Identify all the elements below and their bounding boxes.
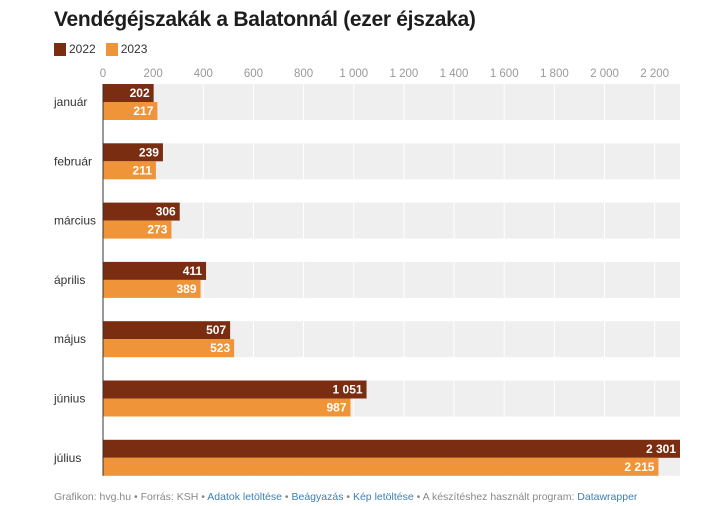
legend-label: 2023 (120, 42, 148, 56)
x-tick-label: 600 (244, 68, 263, 80)
legend-item-2022: 2022 (54, 42, 96, 56)
legend-label: 2022 (69, 42, 96, 56)
category-label: június (53, 392, 85, 406)
category-label: január (53, 95, 87, 109)
separator: • (198, 491, 208, 503)
download-image-link[interactable]: Kép letöltése (352, 491, 414, 503)
x-tick-label: 2 200 (640, 68, 669, 80)
x-tick-label: 1 400 (440, 68, 469, 80)
bar-value-label: 202 (130, 86, 150, 100)
bar-value-label: 1 051 (333, 383, 363, 397)
category-label: február (54, 154, 92, 168)
bar-2023 (103, 279, 201, 298)
bar-2023 (103, 339, 235, 358)
legend: 2022 2023 (54, 42, 147, 56)
x-tick-label: 1 200 (390, 68, 419, 80)
bar-2022 (103, 439, 680, 458)
row-band (103, 202, 680, 239)
bar-value-label: 389 (177, 282, 197, 296)
download-data-link[interactable]: Adatok letöltése (207, 491, 282, 503)
bar-value-label: 411 (183, 264, 203, 278)
bar-2022 (103, 84, 154, 102)
datawrapper-link[interactable]: Datawrapper (577, 491, 638, 503)
bar-value-label: 2 215 (624, 460, 654, 474)
bar-value-label: 273 (147, 223, 167, 237)
x-tick-label: 800 (294, 68, 313, 80)
x-tick-label: 1 600 (490, 68, 519, 80)
credit: Grafikon: hvg.hu (54, 491, 132, 503)
legend-item-2023: 2023 (105, 42, 148, 56)
x-tick-label: 0 (100, 68, 106, 80)
bar-value-label: 987 (326, 401, 346, 415)
embed-link[interactable]: Beágyazás (291, 491, 344, 503)
legend-swatch (54, 42, 66, 56)
program-text: A készítéshez használt program: (422, 491, 575, 503)
x-tick-label: 400 (194, 68, 213, 80)
bar-2022 (103, 202, 180, 221)
separator: • (413, 491, 423, 503)
x-tick-label: 1 000 (339, 68, 368, 80)
bar-2022 (103, 321, 231, 340)
bar-2023 (103, 102, 158, 120)
bar-2022 (103, 380, 367, 399)
chart-title: Vendégéjszakák a Balatonnál (ezer éjszak… (54, 8, 476, 31)
bar-2023 (103, 220, 172, 239)
separator: • (131, 491, 141, 503)
separator: • (343, 491, 353, 503)
legend-swatch (105, 42, 118, 56)
x-tick-label: 2 000 (590, 68, 619, 80)
bar-2022 (103, 261, 207, 280)
bar-2023 (103, 398, 351, 417)
bar-value-label: 507 (206, 323, 226, 337)
bar-value-label: 239 (139, 145, 159, 159)
category-label: május (54, 332, 86, 346)
bar-value-label: 217 (133, 104, 153, 118)
row-band (103, 84, 680, 120)
x-tick-label: 200 (144, 68, 163, 80)
row-band (103, 143, 680, 180)
footer: Grafikon: hvg.hu • Forrás: KSH • Adatok … (54, 491, 637, 503)
bar-2023 (103, 161, 156, 180)
bar-value-label: 2 301 (646, 442, 676, 456)
x-tick-label: 1 800 (540, 68, 569, 80)
bar-2023 (103, 457, 659, 476)
separator: • (281, 491, 292, 503)
bar-value-label: 523 (210, 341, 230, 355)
category-label: április (54, 273, 85, 287)
source: Forrás: KSH (140, 491, 199, 503)
bar-2022 (103, 143, 163, 162)
category-label: március (54, 214, 96, 228)
category-label: július (53, 451, 81, 465)
bar-value-label: 306 (156, 205, 176, 219)
bar-value-label: 211 (133, 163, 153, 177)
